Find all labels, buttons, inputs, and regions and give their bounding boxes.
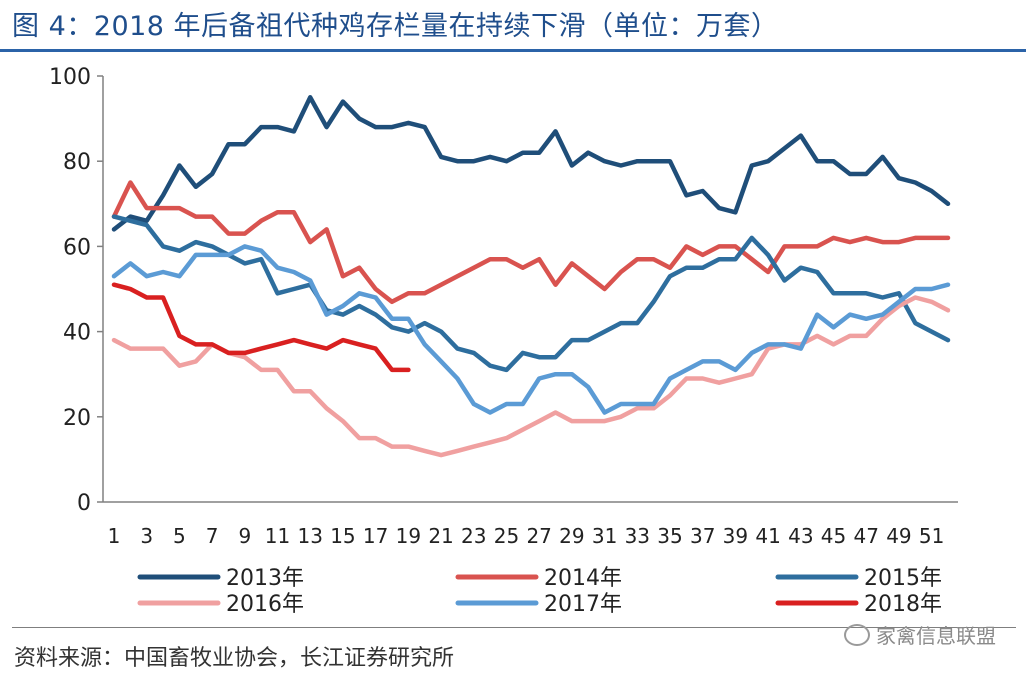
x-tick-label: 13 xyxy=(298,524,323,548)
y-tick-label: 60 xyxy=(63,235,91,260)
legend-label: 2013年 xyxy=(226,566,304,591)
y-tick-label: 80 xyxy=(63,150,91,175)
series-lines xyxy=(111,95,951,458)
y-tick-label: 0 xyxy=(77,491,91,516)
x-tick-label: 45 xyxy=(821,524,846,548)
x-tick-label: 33 xyxy=(625,524,650,548)
x-tick-label: 49 xyxy=(886,524,911,548)
x-tick-label: 11 xyxy=(265,524,290,548)
legend-label: 2017年 xyxy=(544,592,622,617)
series-line-3 xyxy=(111,214,951,373)
y-tick-label: 100 xyxy=(49,65,91,90)
legend-label: 2016年 xyxy=(226,592,304,617)
x-tick-label: 9 xyxy=(238,524,251,548)
x-tick-label: 15 xyxy=(330,524,355,548)
x-tick-label: 39 xyxy=(723,524,748,548)
wechat-icon xyxy=(844,623,870,646)
legend-label: 2014年 xyxy=(544,566,622,591)
x-tick-label: 7 xyxy=(206,524,219,548)
x-tick-label: 23 xyxy=(461,524,486,548)
x-tick-label: 37 xyxy=(690,524,715,548)
series-line-1 xyxy=(111,95,951,232)
x-tick-label: 29 xyxy=(559,524,584,548)
y-tick-label: 20 xyxy=(63,406,91,431)
x-tick-label: 35 xyxy=(657,524,682,548)
x-tick-label: 17 xyxy=(363,524,388,548)
x-tick-label: 25 xyxy=(494,524,519,548)
series-line-2 xyxy=(111,180,951,305)
source-divider xyxy=(12,627,1016,628)
watermark: 家禽信息联盟 xyxy=(844,620,996,649)
x-tick-label: 3 xyxy=(140,524,153,548)
series-line-6 xyxy=(111,282,411,373)
x-tick-label: 47 xyxy=(854,524,879,548)
x-tick-label: 19 xyxy=(396,524,421,548)
chart-title: 图 4：2018 年后备祖代种鸡存栏量在持续下滑（单位：万套） xyxy=(12,11,779,42)
x-tick-label: 1 xyxy=(108,524,121,548)
x-tick-label: 43 xyxy=(788,524,813,548)
title-rule xyxy=(0,49,1026,52)
legend-label: 2018年 xyxy=(864,592,942,617)
watermark-text: 家禽信息联盟 xyxy=(876,624,996,648)
x-tick-label: 31 xyxy=(592,524,617,548)
x-tick-label: 27 xyxy=(526,524,551,548)
legend: 2013年 2014年 2015年 2016年 2017年 2018年 xyxy=(137,566,942,617)
x-tick-label: 41 xyxy=(755,524,780,548)
x-tick-label: 21 xyxy=(428,524,453,548)
y-tick-label: 40 xyxy=(63,321,91,346)
x-tick-label: 5 xyxy=(173,524,186,548)
series-line-5 xyxy=(111,244,951,415)
series-line-4 xyxy=(111,295,951,458)
legend-label: 2015年 xyxy=(864,566,942,591)
source-note: 资料来源：中国畜牧业协会，长江证券研究所 xyxy=(14,646,455,671)
x-tick-label: 51 xyxy=(919,524,944,548)
